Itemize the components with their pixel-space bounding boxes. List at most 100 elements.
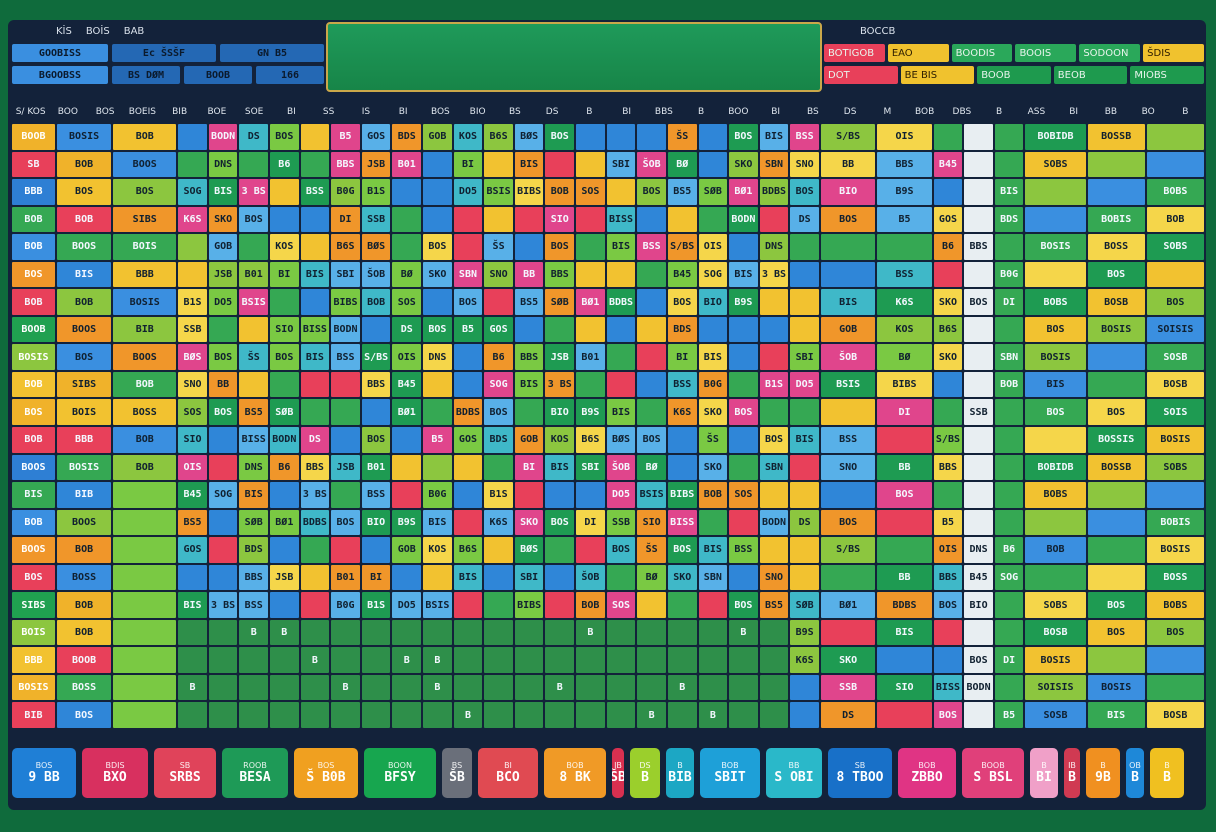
grid-cell[interactable]: BODN	[759, 509, 789, 536]
grid-cell[interactable]: GOS	[361, 124, 391, 150]
grid-cell[interactable]: DS	[300, 426, 330, 453]
grid-cell[interactable]	[178, 234, 207, 260]
grid-cell[interactable]: DS	[820, 702, 876, 728]
column-header[interactable]: IS	[361, 107, 371, 117]
grid-cell[interactable]: B	[545, 674, 575, 701]
grid-cell[interactable]: DI	[331, 206, 360, 233]
column-header[interactable]: BOO	[728, 107, 749, 117]
grid-cell[interactable]	[698, 647, 728, 673]
grid-cell[interactable]	[331, 371, 360, 398]
grid-cell[interactable]	[576, 151, 605, 178]
grid-cell[interactable]	[239, 234, 269, 260]
column-header[interactable]: BI	[398, 107, 408, 117]
grid-cell[interactable]: BBS	[545, 261, 575, 288]
row-label-cell[interactable]: BOS	[12, 564, 55, 591]
grid-cell[interactable]: JSB	[361, 151, 391, 178]
column-header[interactable]: BIB	[172, 107, 188, 117]
grid-cell[interactable]: S/BS	[820, 124, 876, 150]
summary-cell[interactable]: BOSIS	[1146, 537, 1204, 563]
grid-cell[interactable]: B5	[331, 124, 360, 150]
grid-cell[interactable]	[361, 702, 391, 728]
summary-cell[interactable]: BIS	[1025, 371, 1086, 398]
column-header[interactable]: ŠOE	[244, 107, 264, 117]
grid-cell[interactable]: ŠS	[667, 124, 697, 150]
row-description-cell[interactable]	[113, 592, 177, 618]
grid-cell[interactable]	[606, 564, 636, 591]
summary-cell[interactable]: SOSB	[1025, 702, 1086, 728]
grid-cell[interactable]	[239, 371, 269, 398]
grid-cell[interactable]: B01	[392, 151, 422, 178]
grid-cell[interactable]	[790, 316, 819, 343]
grid-cell[interactable]: B6S	[933, 316, 963, 343]
column-header[interactable]: BI	[1069, 107, 1079, 117]
summary-cell[interactable]: BOBIDB	[1025, 454, 1086, 481]
grid-cell[interactable]: BIS	[423, 509, 452, 536]
row-label-cell[interactable]: BIB	[12, 702, 55, 728]
grid-cell[interactable]: B	[637, 702, 666, 728]
status-cell[interactable]	[994, 124, 1024, 150]
grid-cell[interactable]	[576, 234, 605, 260]
grid-cell[interactable]	[820, 234, 876, 260]
grid-cell[interactable]: BIBS	[514, 592, 544, 618]
grid-cell[interactable]	[729, 647, 758, 673]
status-cell[interactable]: B5	[994, 702, 1024, 728]
status-cell[interactable]: BDS	[994, 206, 1024, 233]
grid-cell[interactable]: BOS	[820, 509, 876, 536]
header-left-cell[interactable]: GOOBISS	[12, 44, 108, 62]
grid-cell[interactable]	[667, 702, 697, 728]
grid-cell[interactable]	[698, 674, 728, 701]
column-header[interactable]: BI	[286, 107, 296, 117]
status-cell[interactable]	[964, 509, 993, 536]
summary-cell[interactable]	[1146, 647, 1204, 673]
grid-cell[interactable]: BIS	[178, 592, 207, 618]
row-category-cell[interactable]: BOSIS	[56, 124, 112, 150]
grid-cell[interactable]: BI	[270, 261, 299, 288]
grid-cell[interactable]	[606, 371, 636, 398]
grid-cell[interactable]: BI	[361, 564, 391, 591]
grid-cell[interactable]: ŠOB	[576, 564, 605, 591]
column-header[interactable]: M	[883, 107, 892, 117]
summary-cell[interactable]	[1025, 261, 1086, 288]
row-label-cell[interactable]: BBB	[12, 179, 55, 205]
grid-cell[interactable]	[514, 647, 544, 673]
grid-cell[interactable]: BOS	[729, 592, 758, 618]
grid-cell[interactable]: BISS	[606, 206, 636, 233]
grid-cell[interactable]	[545, 592, 575, 618]
summary-cell[interactable]: BOS	[1087, 261, 1145, 288]
grid-cell[interactable]	[331, 647, 360, 673]
column-header[interactable]: ŠS	[322, 107, 335, 117]
grid-cell[interactable]: DO5	[790, 371, 819, 398]
row-description-cell[interactable]	[113, 674, 177, 701]
grid-cell[interactable]: BOS	[545, 234, 575, 260]
grid-cell[interactable]: SSB	[606, 509, 636, 536]
grid-cell[interactable]	[729, 564, 758, 591]
grid-cell[interactable]	[637, 124, 666, 150]
row-description-cell[interactable]: BOIS	[113, 234, 177, 260]
grid-cell[interactable]	[453, 592, 483, 618]
grid-cell[interactable]	[637, 647, 666, 673]
row-category-cell[interactable]: BOB	[56, 289, 112, 315]
header-right-cell[interactable]: DOT	[824, 66, 898, 84]
grid-cell[interactable]: BOB	[545, 179, 575, 205]
row-category-cell[interactable]: BOB	[56, 151, 112, 178]
grid-cell[interactable]	[484, 619, 513, 646]
summary-cell[interactable]: BOSSB	[1087, 124, 1145, 150]
grid-cell[interactable]	[576, 316, 605, 343]
summary-cell[interactable]: BOSIS	[1025, 344, 1086, 370]
summary-cell[interactable]	[1146, 261, 1204, 288]
grid-cell[interactable]: BIS	[606, 399, 636, 425]
grid-cell[interactable]: BØ	[877, 344, 932, 370]
status-cell[interactable]: BIS	[994, 179, 1024, 205]
column-header[interactable]: BOB	[914, 107, 935, 117]
grid-cell[interactable]: BB	[820, 151, 876, 178]
grid-cell[interactable]	[667, 454, 697, 481]
status-cell[interactable]	[964, 371, 993, 398]
grid-cell[interactable]	[514, 702, 544, 728]
grid-cell[interactable]	[484, 592, 513, 618]
grid-cell[interactable]: K6S	[484, 509, 513, 536]
grid-cell[interactable]: BODN	[208, 124, 238, 150]
grid-cell[interactable]	[484, 454, 513, 481]
grid-cell[interactable]: ŠS	[637, 537, 666, 563]
row-category-cell[interactable]: BOSIS	[56, 454, 112, 481]
grid-cell[interactable]: SBI	[790, 344, 819, 370]
